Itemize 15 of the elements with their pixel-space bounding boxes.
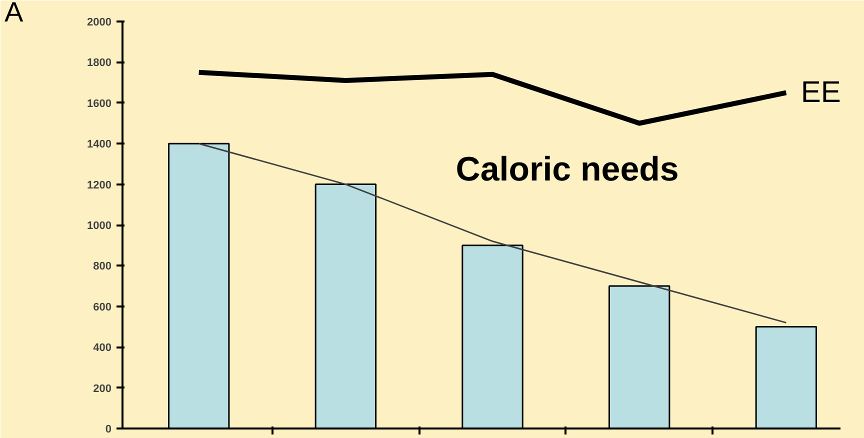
y-tick-label: 1600	[87, 98, 112, 110]
y-tick-label: 1400	[87, 138, 112, 151]
y-tick-label: 800	[93, 260, 112, 273]
y-tick-label: 600	[93, 301, 112, 314]
y-tick-label: 400	[93, 342, 112, 354]
annotation: Caloric needs	[456, 150, 679, 188]
text: A	[4, 0, 24, 28]
y-tick-label: 200	[93, 382, 112, 395]
y-tick-label: 1000	[87, 220, 112, 232]
line-series	[198, 142, 787, 324]
y-tick-label: 1200	[87, 179, 112, 192]
y-tick-label: 1800	[87, 57, 112, 70]
series-label: EE	[800, 76, 841, 110]
y-tick-label: 0	[105, 424, 112, 436]
y-tick-label: 2000	[87, 16, 112, 28]
